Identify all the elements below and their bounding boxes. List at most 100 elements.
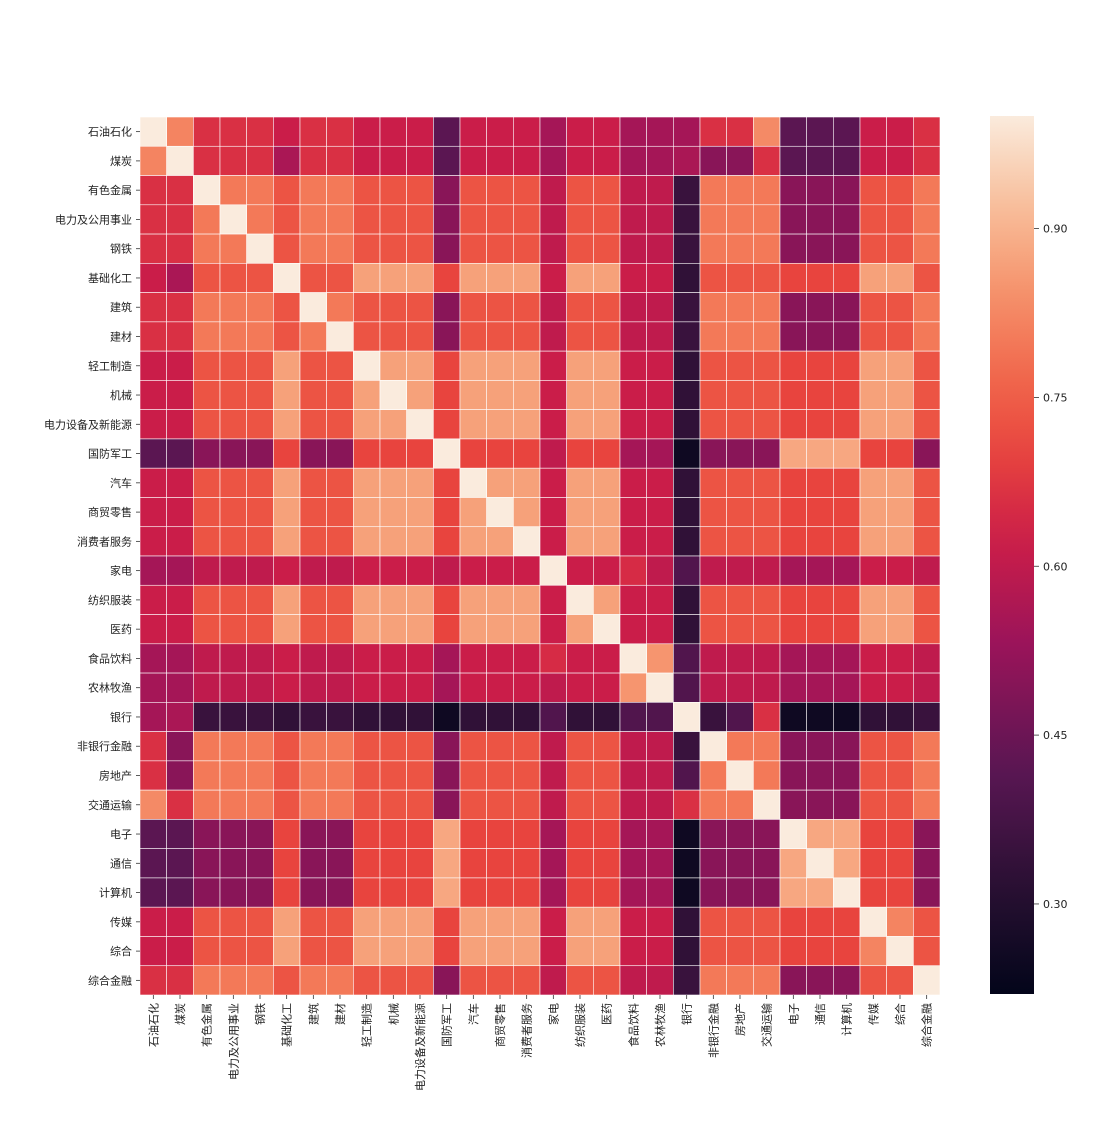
heatmap-cell bbox=[139, 760, 167, 791]
heatmap-cell bbox=[699, 380, 727, 410]
heatmap-cell bbox=[299, 438, 327, 469]
heatmap-cell bbox=[913, 906, 941, 937]
heatmap-cell bbox=[486, 789, 514, 820]
heatmap-cell bbox=[566, 526, 594, 557]
heatmap-cell bbox=[219, 380, 247, 410]
heatmap-cell bbox=[779, 584, 807, 615]
heatmap-cell bbox=[593, 116, 621, 147]
heatmap-cell bbox=[779, 906, 807, 937]
heatmap-cell bbox=[433, 145, 461, 176]
heatmap-cell bbox=[219, 321, 247, 352]
heatmap-cell bbox=[166, 350, 194, 381]
x-tick-label: 银行 bbox=[680, 1003, 694, 1025]
heatmap-cell bbox=[619, 145, 647, 176]
heatmap-cell bbox=[593, 643, 621, 674]
heatmap-cell bbox=[753, 906, 781, 937]
heatmap-cell bbox=[913, 409, 941, 440]
heatmap-cell bbox=[913, 584, 941, 615]
heatmap-cell bbox=[379, 702, 407, 732]
heatmap-cell bbox=[406, 555, 434, 586]
heatmap-cell bbox=[486, 145, 514, 176]
heatmap-cell bbox=[539, 643, 567, 674]
heatmap-cell bbox=[859, 409, 887, 440]
heatmap-cell bbox=[593, 380, 621, 410]
heatmap-cells bbox=[139, 116, 941, 996]
heatmap-cell bbox=[299, 204, 327, 235]
heatmap-cell bbox=[326, 848, 354, 879]
heatmap-cell bbox=[433, 292, 461, 323]
heatmap-cell bbox=[673, 145, 701, 176]
heatmap-cell bbox=[433, 233, 461, 264]
heatmap-cell bbox=[219, 145, 247, 176]
heatmap-cell bbox=[779, 965, 807, 996]
heatmap-cell bbox=[859, 380, 887, 410]
heatmap-cell bbox=[806, 731, 834, 762]
y-tick-label: 商贸零售 bbox=[88, 505, 132, 519]
heatmap-cell bbox=[646, 145, 674, 176]
heatmap-cell bbox=[646, 760, 674, 791]
heatmap-cell bbox=[859, 848, 887, 879]
heatmap-cell bbox=[833, 965, 861, 996]
heatmap-cell bbox=[273, 731, 301, 762]
heatmap-cell bbox=[353, 380, 381, 410]
heatmap-cell bbox=[806, 409, 834, 440]
heatmap-cell bbox=[779, 321, 807, 352]
heatmap-cell bbox=[246, 906, 274, 937]
heatmap-cell bbox=[566, 672, 594, 703]
heatmap-cell bbox=[859, 819, 887, 849]
heatmap-cell bbox=[726, 643, 754, 674]
heatmap-cell bbox=[219, 614, 247, 645]
heatmap-cell bbox=[673, 204, 701, 235]
heatmap-cell bbox=[913, 555, 941, 586]
heatmap-cell bbox=[139, 438, 167, 469]
heatmap-cell bbox=[593, 965, 621, 996]
heatmap-cell bbox=[779, 145, 807, 176]
heatmap-cell bbox=[833, 672, 861, 703]
heatmap-cell bbox=[539, 292, 567, 323]
heatmap-cell bbox=[726, 467, 754, 498]
heatmap-cell bbox=[913, 292, 941, 323]
heatmap-cell bbox=[139, 906, 167, 937]
y-tick-label: 通信 bbox=[110, 857, 132, 870]
heatmap-cell bbox=[779, 555, 807, 586]
y-tick-label: 石油石化 bbox=[88, 125, 132, 139]
heatmap-cell bbox=[646, 497, 674, 528]
heatmap-cell bbox=[433, 409, 461, 440]
heatmap-cell bbox=[699, 497, 727, 528]
heatmap-cell bbox=[566, 555, 594, 586]
heatmap-cell bbox=[566, 292, 594, 323]
heatmap-cell bbox=[219, 584, 247, 615]
heatmap-cell bbox=[379, 204, 407, 235]
heatmap-cell bbox=[726, 555, 754, 586]
y-tick-label: 农林牧渔 bbox=[88, 681, 132, 695]
heatmap-cell bbox=[246, 409, 274, 440]
heatmap-cell bbox=[539, 584, 567, 615]
heatmap-cell bbox=[913, 936, 941, 967]
heatmap-cell bbox=[673, 819, 701, 849]
x-tick-label: 综合 bbox=[893, 1003, 907, 1025]
heatmap-cell bbox=[699, 175, 727, 206]
heatmap-cell bbox=[513, 702, 541, 732]
heatmap-cell bbox=[753, 145, 781, 176]
heatmap-cell bbox=[513, 819, 541, 849]
heatmap-cell bbox=[779, 672, 807, 703]
heatmap-cell bbox=[459, 321, 487, 352]
heatmap-cell bbox=[193, 438, 221, 469]
heatmap-cell bbox=[859, 877, 887, 908]
heatmap-cell bbox=[433, 497, 461, 528]
heatmap-cell bbox=[886, 145, 914, 176]
heatmap-cell bbox=[379, 906, 407, 937]
heatmap-cell bbox=[513, 906, 541, 937]
heatmap-cell bbox=[273, 936, 301, 967]
heatmap-cell bbox=[513, 936, 541, 967]
heatmap-cell bbox=[673, 438, 701, 469]
heatmap-cell bbox=[753, 672, 781, 703]
heatmap-cell bbox=[139, 321, 167, 352]
heatmap-cell bbox=[353, 116, 381, 147]
heatmap-cell bbox=[406, 965, 434, 996]
heatmap-cell bbox=[539, 175, 567, 206]
heatmap-cell bbox=[353, 438, 381, 469]
heatmap-cell bbox=[593, 555, 621, 586]
heatmap-cell bbox=[833, 292, 861, 323]
heatmap-cell bbox=[753, 702, 781, 732]
